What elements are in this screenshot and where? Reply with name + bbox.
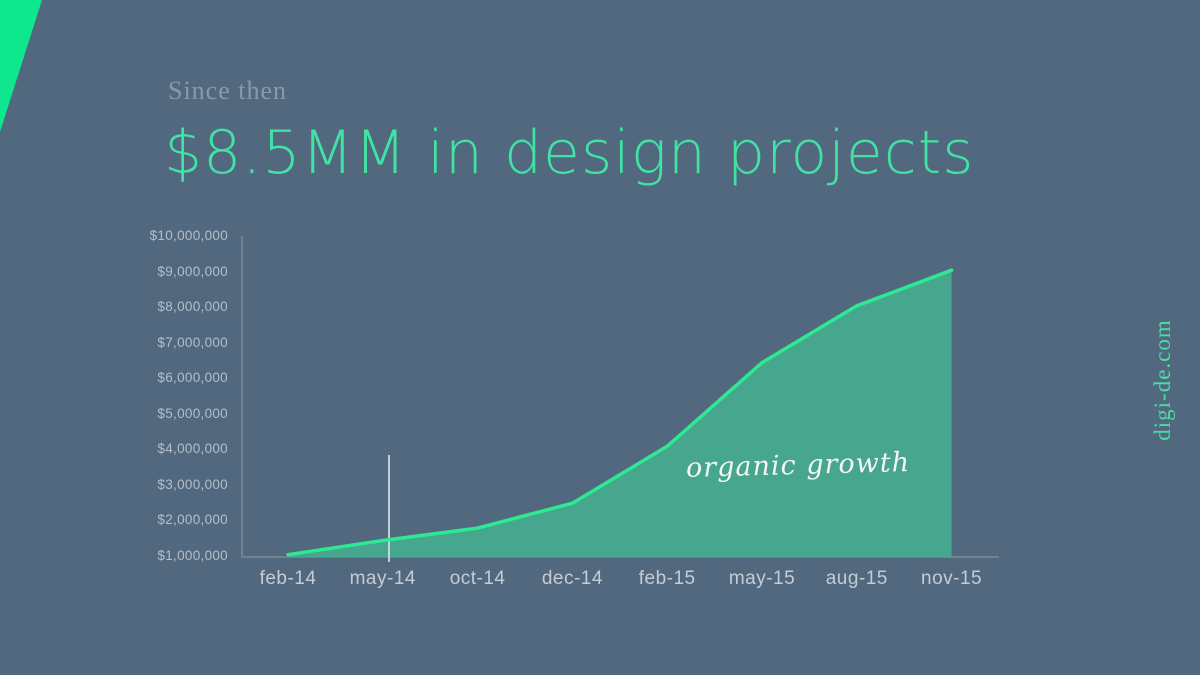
y-axis-tick-label: $4,000,000 xyxy=(157,441,228,457)
x-axis-tick-label: aug-15 xyxy=(825,568,888,589)
y-axis-tick-label: $7,000,000 xyxy=(157,334,228,350)
x-axis-tick-label: may-15 xyxy=(728,568,796,589)
y-axis-tick-label: $6,000,000 xyxy=(157,370,228,386)
y-axis-tick-label: $2,000,000 xyxy=(157,512,228,528)
x-axis-tick-label: oct-14 xyxy=(449,568,506,589)
y-axis-tick-label: $8,000,000 xyxy=(157,299,228,315)
x-axis-tick-label: feb-15 xyxy=(638,568,696,589)
y-axis-tick-label: $5,000,000 xyxy=(157,405,228,421)
y-axis-tick-label: $9,000,000 xyxy=(157,263,228,279)
watermark-url: digi-de.com xyxy=(1150,319,1175,441)
area-fill xyxy=(288,270,952,557)
x-axis-tick-label: dec-14 xyxy=(541,568,603,589)
x-axis-tick-label: nov-15 xyxy=(921,568,983,589)
y-axis-tick-label: $3,000,000 xyxy=(157,476,228,492)
growth-line xyxy=(286,268,954,557)
y-axis-tick-label: $10,000,000 xyxy=(149,228,228,243)
slide-kicker: Since then xyxy=(168,76,288,105)
corner-accent-triangle xyxy=(0,0,42,132)
x-axis-tick-label: may-14 xyxy=(349,568,416,589)
x-axis-tick-label: feb-14 xyxy=(259,568,317,589)
y-axis-tick-label: $1,000,000 xyxy=(157,548,228,563)
slide-title: $8.5MM in design projects xyxy=(164,118,975,188)
